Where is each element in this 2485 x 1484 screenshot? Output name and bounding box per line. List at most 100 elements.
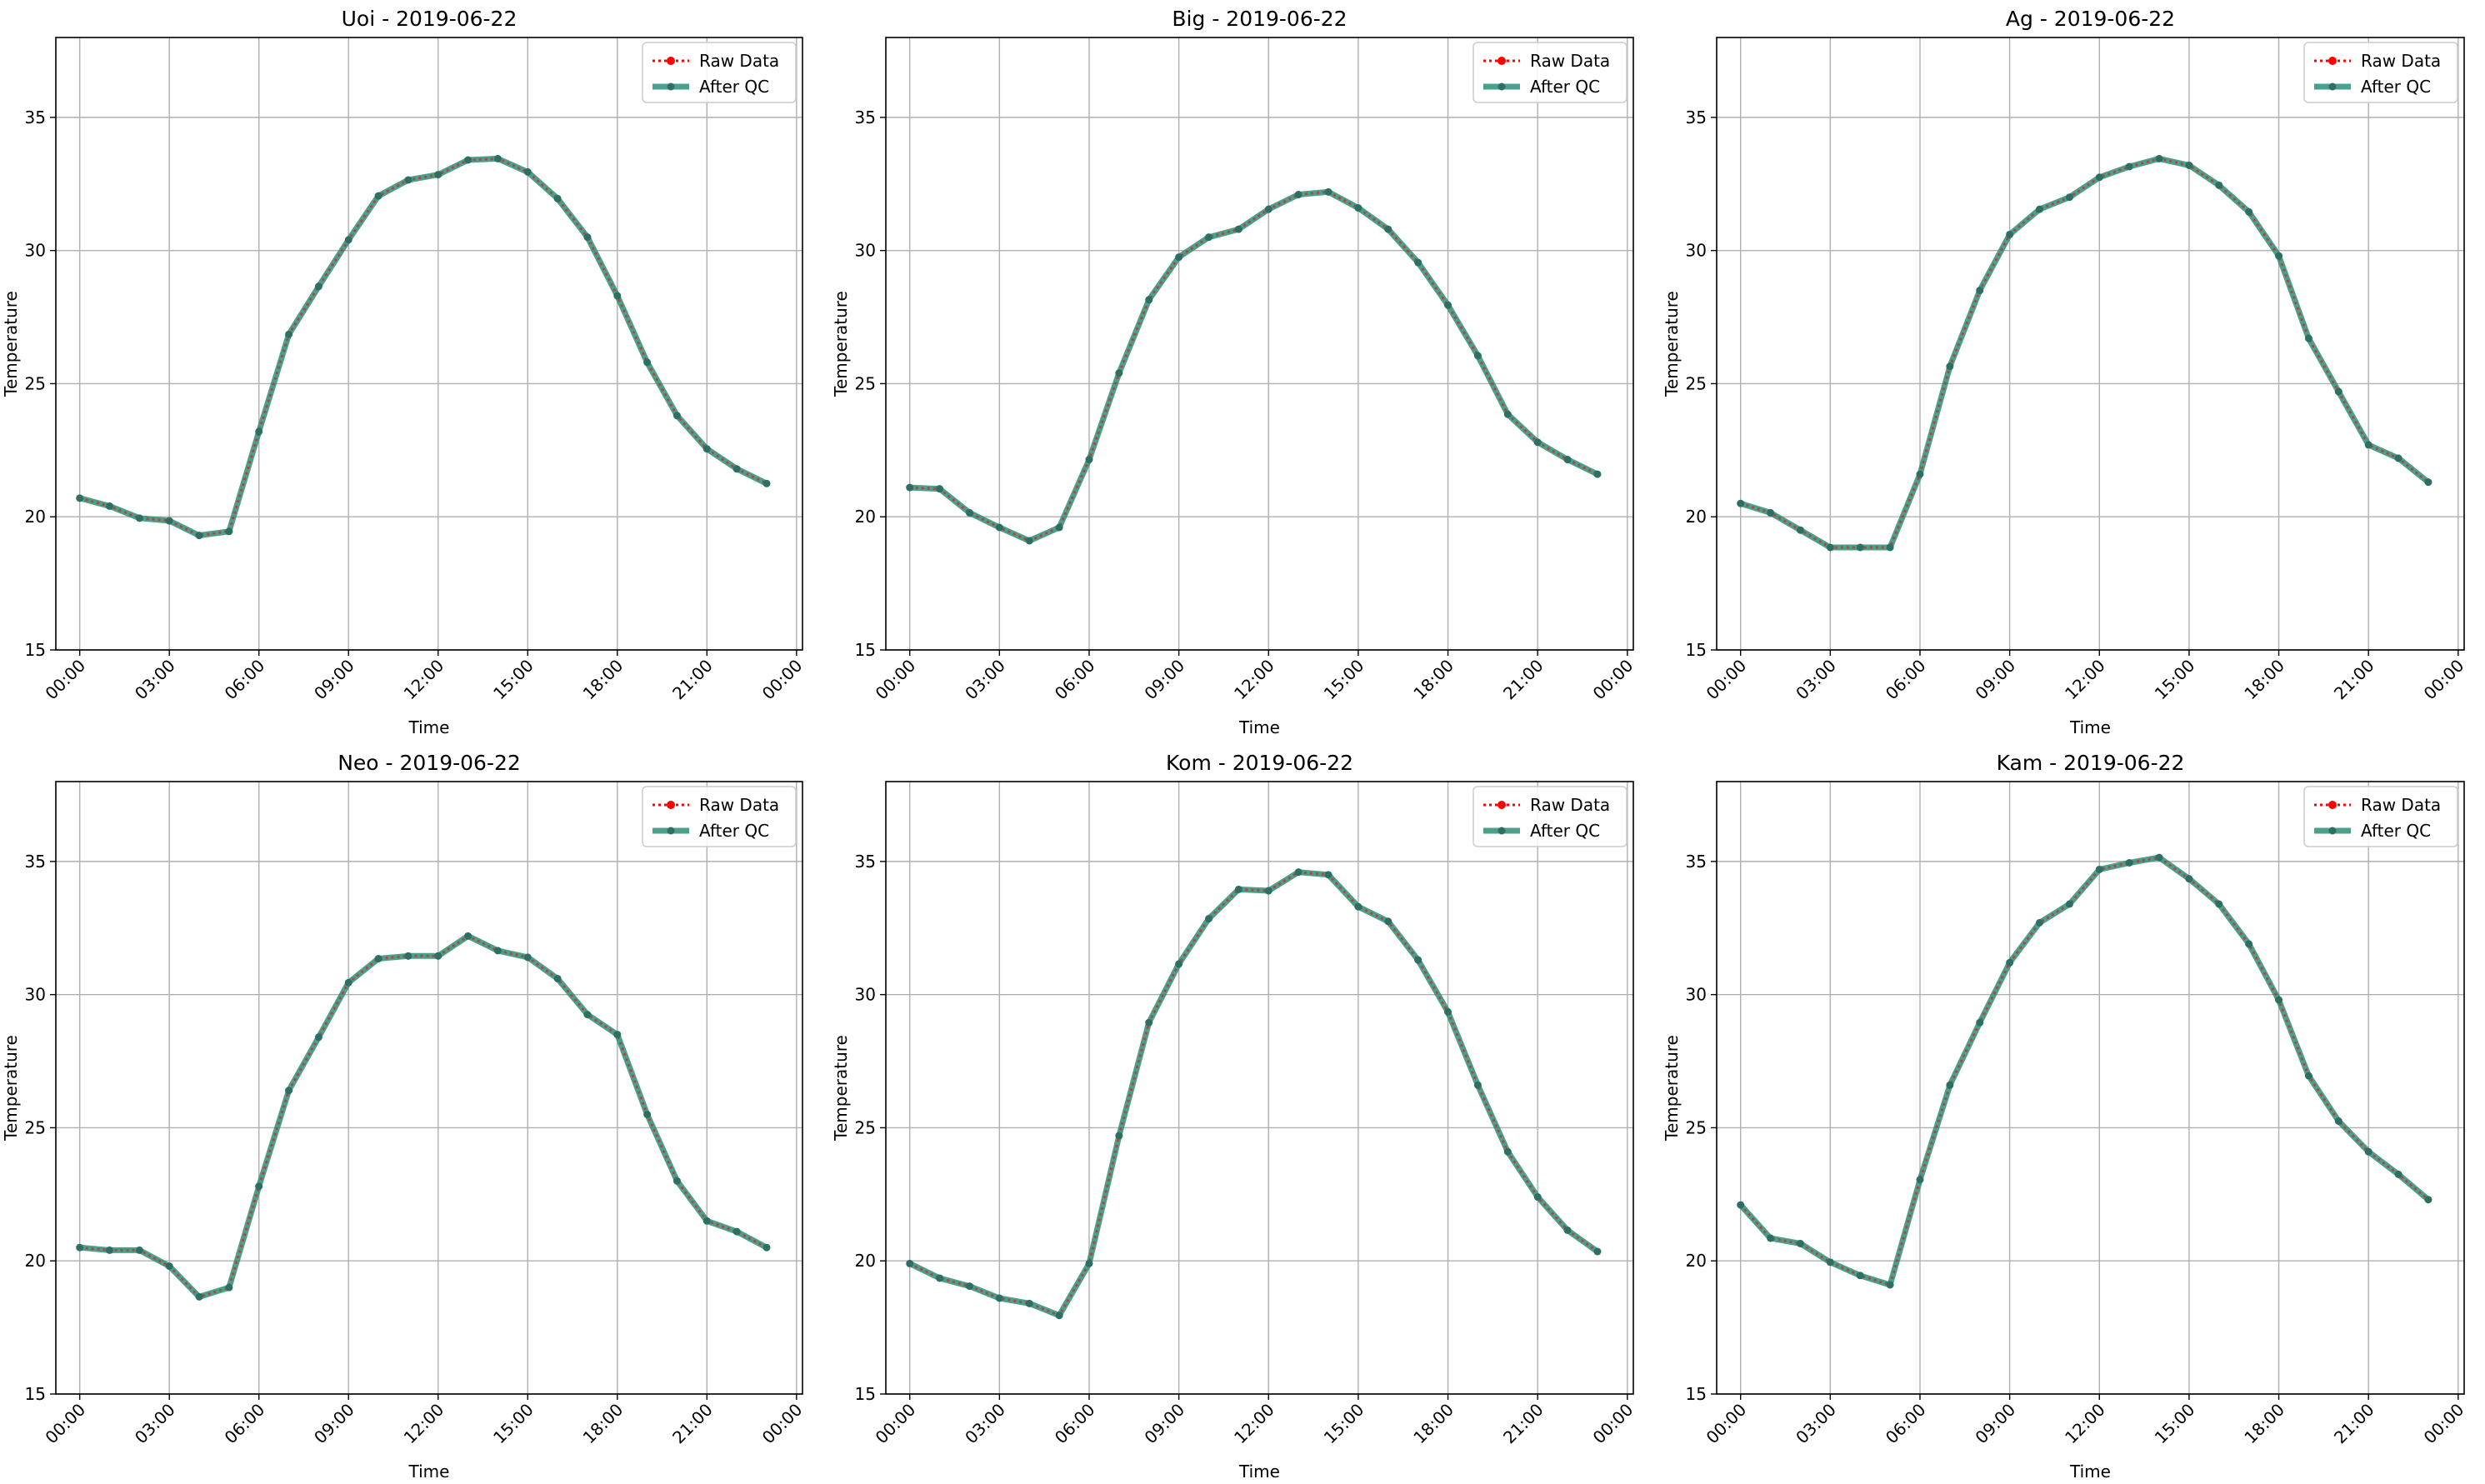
legend-raw-label: Raw Data bbox=[2361, 51, 2441, 71]
after-qc-point bbox=[1737, 1201, 1745, 1209]
after-qc-point bbox=[1444, 1007, 1452, 1016]
y-tick-label: 25 bbox=[855, 373, 876, 393]
after-qc-point bbox=[1767, 1234, 1775, 1242]
x-tick-label: 18:00 bbox=[579, 656, 628, 704]
legend-qc-label: After QC bbox=[1530, 821, 1600, 841]
after-qc-point bbox=[255, 427, 263, 436]
legend: Raw Data After QC bbox=[1472, 786, 1628, 847]
x-tick-label: 18:00 bbox=[579, 1400, 628, 1448]
after-qc-point bbox=[1916, 470, 1924, 478]
after-qc-point bbox=[2155, 154, 2163, 162]
legend-qc-marker bbox=[1498, 827, 1506, 835]
y-tick-label: 25 bbox=[1686, 1117, 1707, 1137]
after-qc-point bbox=[2095, 865, 2103, 873]
after-qc-point bbox=[702, 1217, 711, 1225]
after-qc-point bbox=[2334, 387, 2342, 396]
after-qc-point bbox=[643, 1110, 652, 1118]
after-qc-point bbox=[732, 1227, 741, 1236]
after-qc-point bbox=[1946, 362, 1954, 371]
after-qc-point bbox=[1234, 885, 1242, 893]
x-axis-label: Time bbox=[408, 1462, 450, 1482]
after-qc-point bbox=[1976, 287, 1984, 295]
x-tick-label: 03:00 bbox=[961, 656, 1009, 704]
series-line-raw-data bbox=[79, 157, 768, 537]
x-tick-label: 18:00 bbox=[2240, 1400, 2288, 1448]
axes-frame bbox=[1716, 781, 2465, 1395]
after-qc-point bbox=[2424, 1196, 2432, 1204]
x-tick-label: 09:00 bbox=[1140, 656, 1188, 704]
series-line-after-qc bbox=[1738, 854, 2432, 1288]
after-qc-point bbox=[2394, 1170, 2402, 1178]
after-qc-point bbox=[493, 947, 502, 955]
y-tick-label: 25 bbox=[1686, 373, 1707, 393]
after-qc-point bbox=[195, 1292, 203, 1301]
after-qc-point bbox=[225, 1283, 233, 1292]
after-qc-point bbox=[1737, 499, 1745, 507]
y-tick-label: 25 bbox=[25, 1117, 46, 1137]
series-line-raw-data bbox=[909, 190, 1598, 542]
subplot-title: Kam - 2019-06-22 bbox=[1997, 751, 2185, 775]
after-qc-point bbox=[285, 1087, 293, 1095]
y-tick-label: 35 bbox=[25, 107, 46, 127]
after-qc-point bbox=[1055, 523, 1063, 532]
after-qc-point bbox=[2275, 252, 2283, 260]
y-axis-label: Temperature bbox=[831, 1035, 851, 1142]
axes-frame bbox=[885, 37, 1634, 651]
series-line-raw-data bbox=[909, 871, 1598, 1317]
x-tick-label: 00:00 bbox=[1589, 1400, 1638, 1448]
after-qc-point bbox=[2065, 193, 2073, 202]
y-tick-label: 15 bbox=[855, 1384, 876, 1404]
x-tick-label: 00:00 bbox=[41, 1400, 89, 1448]
after-qc-point bbox=[464, 932, 472, 940]
y-tick-label: 30 bbox=[25, 241, 46, 261]
after-qc-point bbox=[2304, 1072, 2312, 1080]
x-tick-label: 15:00 bbox=[2151, 656, 2199, 704]
x-tick-label: 00:00 bbox=[872, 1400, 920, 1448]
after-qc-point bbox=[135, 514, 143, 522]
x-tick-label: 00:00 bbox=[41, 656, 89, 704]
x-tick-label: 12:00 bbox=[2061, 656, 2109, 704]
y-tick-label: 20 bbox=[855, 1251, 876, 1271]
after-qc-point bbox=[165, 517, 173, 525]
series-line-raw-data bbox=[79, 934, 768, 1299]
after-qc-point bbox=[1563, 1226, 1572, 1234]
after-qc-point bbox=[2215, 900, 2223, 908]
axes-frame bbox=[55, 781, 803, 1395]
after-qc-point bbox=[1856, 543, 1864, 552]
after-qc-point bbox=[1264, 887, 1272, 895]
subplot-5: 15 20 25 30 35 00:00 03:00 06:00 09:00 12:00 15:00… bbox=[1662, 751, 2468, 1482]
x-tick-label: 15:00 bbox=[489, 656, 538, 704]
legend-qc-label: After QC bbox=[699, 821, 769, 841]
y-tick-label: 30 bbox=[1686, 241, 1707, 261]
y-tick-label: 15 bbox=[855, 640, 876, 660]
after-qc-point bbox=[1354, 902, 1362, 911]
after-qc-point bbox=[1085, 1259, 1093, 1267]
after-qc-point bbox=[106, 502, 114, 510]
after-qc-point bbox=[2215, 181, 2223, 189]
x-tick-label: 06:00 bbox=[221, 1400, 269, 1448]
x-tick-label: 00:00 bbox=[1702, 1400, 1751, 1448]
after-qc-point bbox=[1354, 204, 1362, 212]
x-axis-label: Time bbox=[408, 717, 450, 737]
after-qc-point bbox=[1593, 470, 1602, 478]
after-qc-point bbox=[2394, 454, 2402, 462]
after-qc-point bbox=[1976, 1018, 1984, 1027]
after-qc-point bbox=[1145, 1018, 1153, 1027]
x-tick-label: 03:00 bbox=[1792, 1400, 1840, 1448]
after-qc-point bbox=[1533, 1193, 1542, 1202]
x-tick-label: 18:00 bbox=[2240, 656, 2288, 704]
x-tick-label: 03:00 bbox=[961, 1400, 1009, 1448]
x-tick-label: 15:00 bbox=[489, 1400, 538, 1448]
subplot-1: 15 20 25 30 35 00:00 03:00 06:00 09:00 12:00 15:00… bbox=[831, 7, 1637, 737]
y-tick-label: 35 bbox=[1686, 852, 1707, 872]
y-tick-label: 15 bbox=[1686, 640, 1707, 660]
x-tick-label: 12:00 bbox=[2061, 1400, 2109, 1448]
x-tick-label: 21:00 bbox=[668, 1400, 717, 1448]
subplot-title: Neo - 2019-06-22 bbox=[338, 751, 521, 775]
x-tick-label: 12:00 bbox=[400, 656, 448, 704]
after-qc-point bbox=[2065, 900, 2073, 908]
y-tick-label: 25 bbox=[855, 1117, 876, 1137]
y-tick-label: 35 bbox=[855, 852, 876, 872]
after-qc-point bbox=[2036, 205, 2044, 213]
